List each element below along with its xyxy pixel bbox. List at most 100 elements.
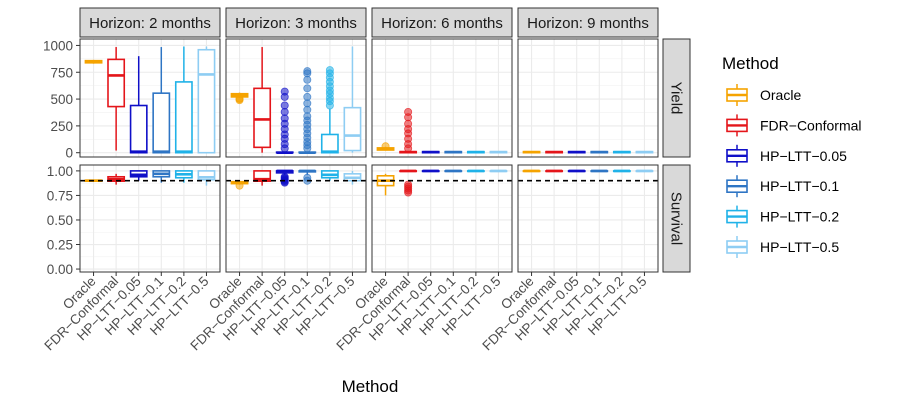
box-0: [376, 142, 395, 151]
legend-item-3: HP−LTT−0.1: [723, 174, 839, 199]
box-5: [635, 150, 654, 154]
legend-item-2: HP−LTT−0.05: [723, 143, 847, 168]
box-3: [152, 47, 171, 154]
outlier-point: [303, 67, 312, 76]
box-3: [444, 150, 463, 154]
panel-border: [225, 164, 367, 273]
y-tick-label: 1.00: [47, 164, 73, 179]
box-iqr: [320, 133, 339, 154]
box-1: [399, 169, 418, 197]
legend-label: HP−LTT−0.1: [760, 178, 839, 194]
box-iqr: [197, 170, 216, 181]
outlier-point: [235, 181, 244, 190]
legend-item-0: Oracle: [723, 83, 801, 107]
box-3: [590, 169, 609, 173]
y-tick-label: 0.25: [47, 238, 73, 253]
outlier-point: [303, 84, 312, 93]
outlier-point: [404, 107, 413, 116]
panel-survival-col-2: [225, 164, 367, 273]
facet-strip-label: Yield: [668, 82, 685, 115]
box-3: [152, 170, 171, 183]
box-0: [522, 169, 541, 173]
outlier-point: [381, 142, 390, 151]
facet-strip-col-3: [371, 7, 513, 38]
y-tick-label: 0.00: [47, 262, 73, 277]
box-2: [421, 169, 440, 173]
y-tick-label: 0: [65, 146, 73, 161]
box-0: [84, 59, 103, 64]
panel-survival-col-3: [371, 164, 513, 273]
panel-border: [79, 38, 221, 158]
legend-label: HP−LTT−0.2: [760, 209, 839, 225]
box-1: [107, 47, 126, 151]
y-tick-label: 500: [50, 92, 73, 107]
box-iqr: [253, 87, 272, 149]
y-tick-label: 250: [50, 119, 73, 134]
box-0: [522, 150, 541, 154]
box-4: [174, 170, 193, 183]
box-iqr: [174, 81, 193, 154]
box-2: [129, 170, 148, 181]
box-1: [399, 107, 418, 154]
box-5: [635, 169, 654, 173]
facet-strip-label: Horizon: 9 months: [527, 15, 649, 32]
facet-strip-col-4: [517, 7, 659, 38]
box-3: [590, 150, 609, 154]
y-tick-label: 0.75: [47, 188, 73, 203]
box-4: [174, 46, 193, 154]
box-5: [343, 46, 362, 153]
box-3: [298, 67, 317, 155]
x-axis: OracleFDR−ConformalHP−LTT−0.05HP−LTT−0.1…: [41, 272, 650, 353]
legend-item-1: FDR−Conformal: [723, 113, 862, 138]
panel-border: [225, 38, 367, 158]
box-5: [489, 169, 508, 173]
outlier-point: [325, 66, 334, 75]
box-3: [444, 169, 463, 173]
facet-strip-row-yield: [662, 38, 691, 158]
outlier-point: [303, 92, 312, 101]
y-tick-label: 750: [50, 65, 73, 80]
box-5: [489, 150, 508, 154]
facet-strip-row-survival: [662, 164, 691, 273]
panel-border: [371, 164, 513, 273]
outlier-point: [280, 101, 289, 110]
outlier-point: [280, 87, 289, 96]
box-4: [320, 66, 339, 154]
facet-strip-col-2: [225, 7, 367, 38]
box-4: [466, 150, 485, 154]
panel-border: [517, 38, 659, 158]
box-5: [197, 46, 216, 154]
panel-yield-col-4: [517, 38, 659, 158]
panel-background: [80, 165, 220, 272]
box-iqr: [129, 104, 148, 154]
outlier-point: [404, 180, 413, 189]
legend: Method Oracle FDR−Conformal HP−LTT−0.05 HP−…: [722, 54, 862, 259]
legend-item-4: HP−LTT−0.2: [723, 204, 839, 229]
panel-border: [517, 164, 659, 273]
panel-survival-col-4: [517, 164, 659, 273]
box-0: [230, 180, 249, 190]
panel-yield-col-2: [225, 38, 367, 158]
box-iqr: [107, 58, 126, 108]
box-2: [421, 150, 440, 154]
legend-label: FDR−Conformal: [760, 117, 862, 133]
box-1: [107, 173, 126, 185]
panel-yield-col-1: [79, 38, 221, 158]
legend-label: Oracle: [760, 87, 801, 103]
panel-background: [518, 165, 658, 272]
facet-strip-label: Horizon: 6 months: [381, 15, 503, 32]
box-4: [466, 169, 485, 173]
box-2: [567, 169, 586, 173]
legend-label: HP−LTT−0.05: [760, 148, 847, 164]
box-2: [129, 56, 148, 154]
box-2: [567, 150, 586, 154]
x-axis-title: Method: [342, 377, 399, 396]
box-1: [545, 169, 564, 173]
box-iqr: [343, 106, 362, 152]
legend-label: HP−LTT−0.5: [760, 239, 839, 255]
outlier-point: [280, 172, 289, 181]
box-1: [545, 150, 564, 154]
box-iqr: [197, 48, 216, 154]
y-tick-label: 0.50: [47, 213, 73, 228]
